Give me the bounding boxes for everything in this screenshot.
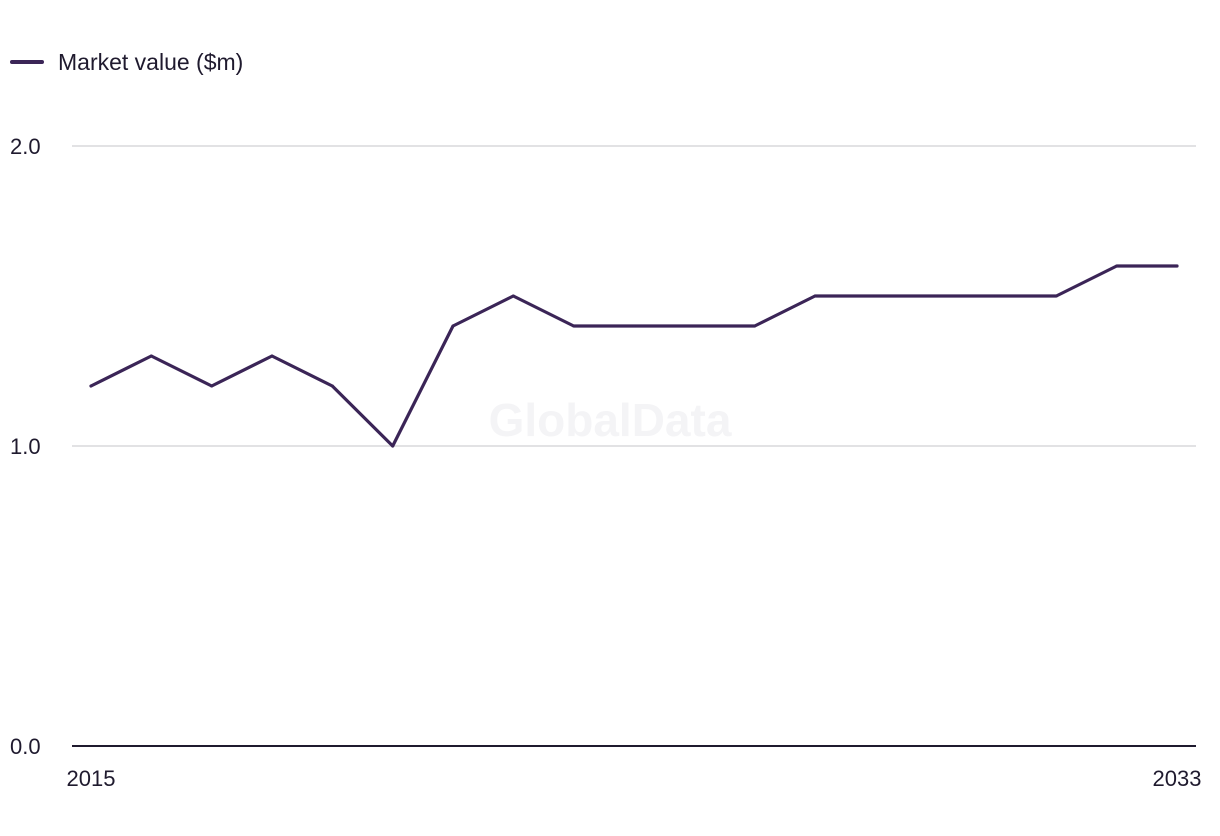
- data-point: [89, 384, 93, 388]
- data-point: [692, 324, 696, 328]
- data-point: [391, 444, 395, 448]
- data-point: [994, 294, 998, 298]
- data-point: [511, 294, 515, 298]
- series-layer: [89, 264, 1179, 448]
- data-point: [1054, 294, 1058, 298]
- data-point: [753, 324, 757, 328]
- data-point: [873, 294, 877, 298]
- data-point: [451, 324, 455, 328]
- legend-label: Market value ($m): [58, 49, 243, 75]
- x-axis-ticks: 2015 2033: [67, 766, 1202, 791]
- y-axis-ticks: 0.0 1.0 2.0: [10, 134, 41, 759]
- data-point: [210, 384, 214, 388]
- data-point: [1175, 264, 1179, 268]
- data-point: [1115, 264, 1119, 268]
- data-point: [813, 294, 817, 298]
- x-tick-label: 2033: [1153, 766, 1202, 791]
- y-tick-label: 1.0: [10, 434, 41, 459]
- legend: Market value ($m): [10, 49, 243, 75]
- data-point: [270, 354, 274, 358]
- data-point: [149, 354, 153, 358]
- data-point: [632, 324, 636, 328]
- gridlines: [72, 145, 1196, 747]
- y-tick-label: 2.0: [10, 134, 41, 159]
- data-point: [330, 384, 334, 388]
- data-point: [934, 294, 938, 298]
- y-tick-label: 0.0: [10, 734, 41, 759]
- data-point: [572, 324, 576, 328]
- x-tick-label: 2015: [67, 766, 116, 791]
- watermark: GlobalData: [489, 394, 732, 446]
